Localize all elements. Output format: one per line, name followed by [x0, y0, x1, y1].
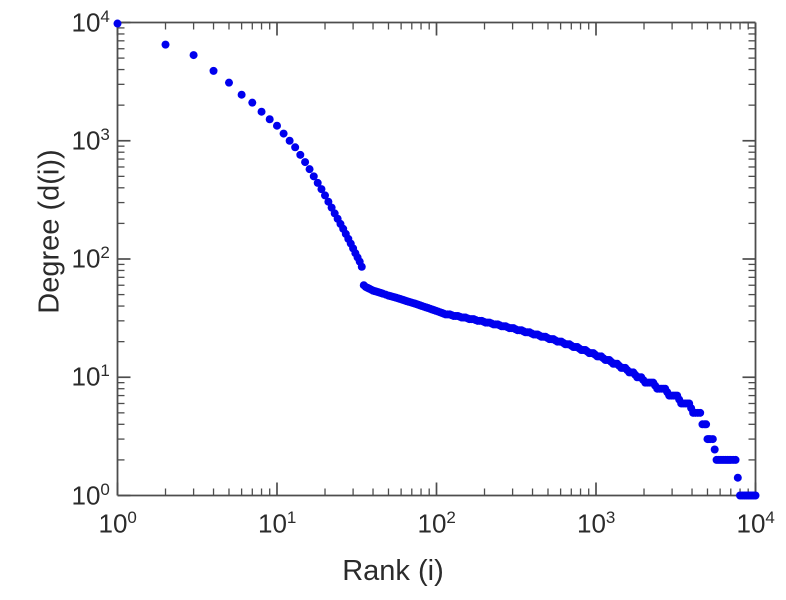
x-tick-label: 103	[577, 507, 616, 539]
y-tick-label: 104	[71, 6, 110, 38]
y-tick-label: 100	[71, 479, 110, 511]
x-axis-label: Rank (i)	[342, 555, 444, 587]
x-tick-label: 101	[258, 507, 297, 539]
x-tick-label: 102	[417, 507, 456, 539]
x-tick-label: 104	[736, 507, 775, 539]
data-series	[113, 19, 760, 500]
x-tick-label: 100	[98, 507, 137, 539]
y-tick-label: 102	[71, 243, 110, 274]
y-axis-label: Degree (d(i))	[33, 149, 66, 314]
y-tick-label: 101	[71, 361, 110, 392]
y-tick-label: 103	[71, 124, 110, 156]
